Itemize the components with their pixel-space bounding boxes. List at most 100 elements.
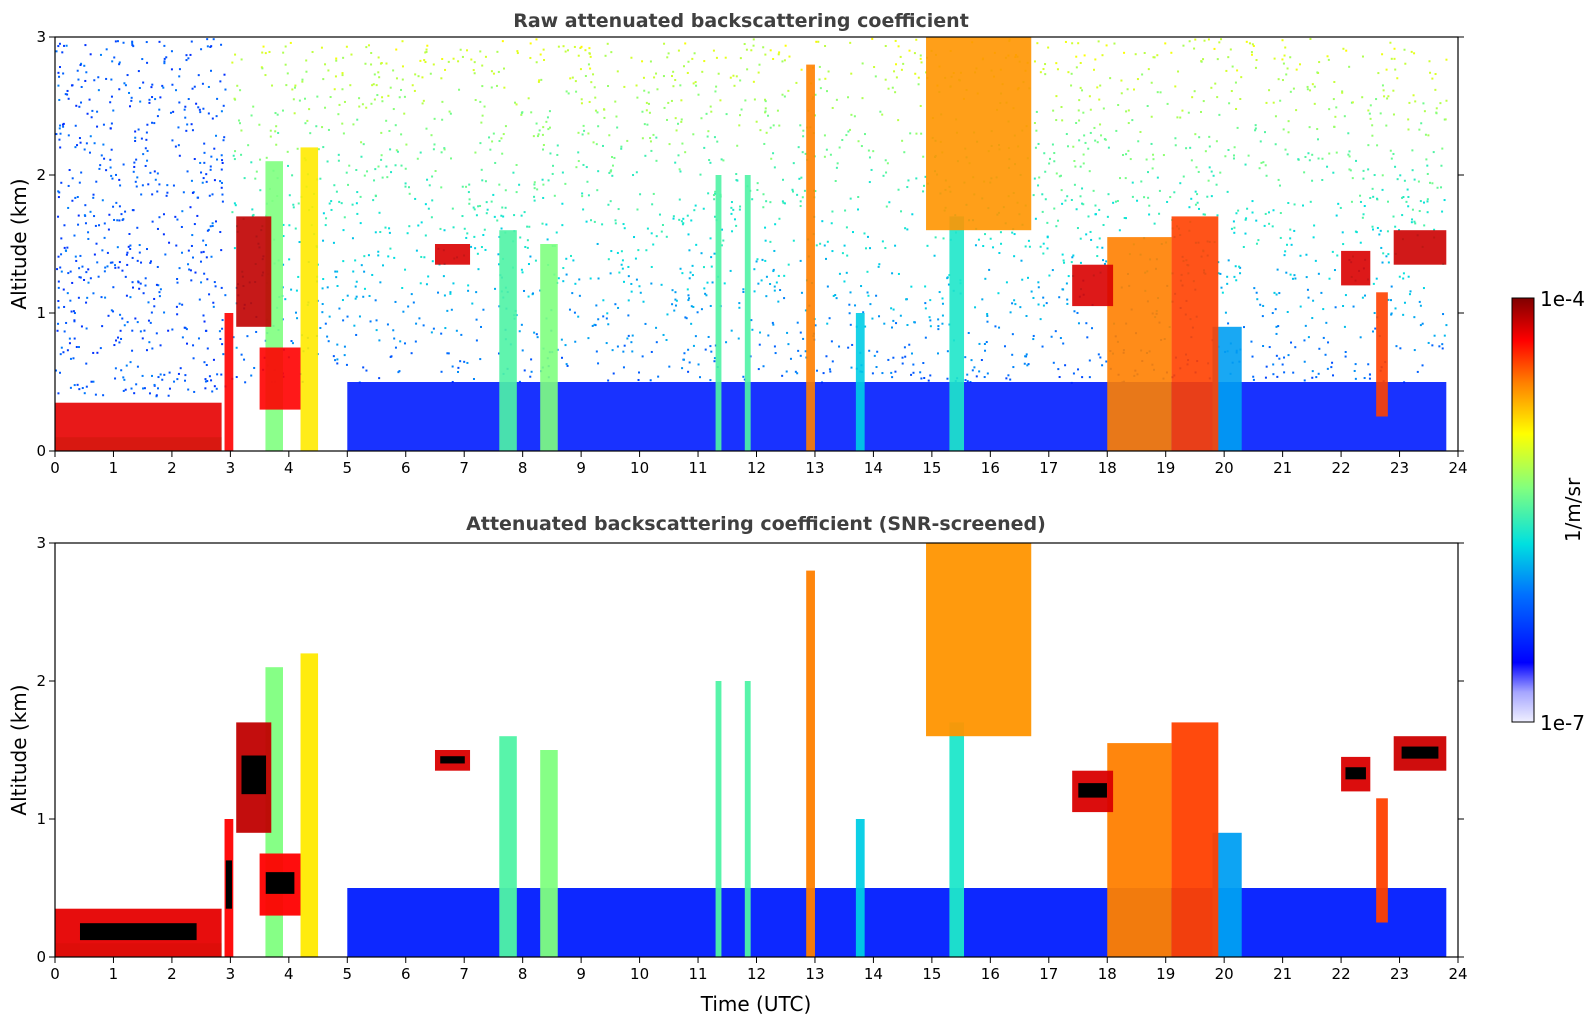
noise-pixel	[191, 129, 194, 132]
noise-pixel	[178, 267, 181, 270]
noise-pixel	[1131, 119, 1134, 122]
noise-pixel	[1038, 176, 1041, 179]
noise-pixel	[535, 61, 538, 64]
noise-pixel	[76, 69, 79, 72]
noise-pixel	[106, 265, 109, 268]
noise-pixel	[234, 53, 237, 56]
noise-pixel	[646, 227, 649, 230]
noise-pixel	[1276, 268, 1279, 271]
noise-pixel	[884, 45, 887, 48]
noise-pixel	[1182, 175, 1185, 178]
noise-pixel	[179, 367, 182, 370]
noise-pixel	[288, 224, 291, 227]
noise-pixel	[111, 60, 114, 63]
noise-pixel	[1027, 363, 1030, 366]
noise-pixel	[296, 147, 299, 150]
noise-pixel	[1057, 368, 1060, 371]
noise-pixel	[193, 223, 196, 226]
noise-pixel	[913, 52, 916, 55]
noise-pixel	[473, 208, 476, 211]
noise-pixel	[377, 71, 380, 74]
noise-pixel	[59, 146, 62, 149]
noise-pixel	[214, 220, 217, 223]
noise-pixel	[607, 203, 610, 206]
noise-pixel	[1062, 288, 1065, 291]
noise-pixel	[251, 208, 254, 211]
noise-pixel	[732, 208, 735, 211]
noise-pixel	[1148, 204, 1151, 207]
noise-pixel	[337, 159, 340, 162]
noise-pixel	[129, 248, 132, 251]
noise-pixel	[147, 183, 150, 186]
noise-pixel	[57, 71, 60, 74]
noise-pixel	[1215, 140, 1218, 143]
noise-pixel	[1243, 326, 1246, 329]
noise-pixel	[497, 352, 500, 355]
noise-pixel	[1368, 112, 1371, 115]
noise-pixel	[107, 314, 110, 317]
noise-pixel	[1407, 275, 1410, 278]
noise-pixel	[981, 298, 984, 301]
noise-pixel	[1251, 200, 1254, 203]
noise-pixel	[110, 95, 113, 98]
noise-pixel	[606, 42, 609, 45]
noise-pixel	[1032, 296, 1035, 299]
noise-pixel	[1252, 378, 1255, 381]
noise-pixel	[597, 277, 600, 280]
noise-pixel	[1283, 356, 1286, 359]
noise-pixel	[410, 352, 413, 355]
noise-pixel	[395, 48, 398, 51]
noise-pixel	[1064, 40, 1067, 43]
noise-pixel	[237, 119, 240, 122]
noise-pixel	[516, 50, 519, 53]
noise-pixel	[1067, 71, 1070, 74]
noise-pixel	[1202, 213, 1205, 216]
noise-pixel	[1425, 158, 1428, 161]
noise-pixel	[622, 350, 625, 353]
noise-pixel	[1394, 225, 1397, 228]
noise-pixel	[1109, 77, 1112, 80]
noise-pixel	[841, 138, 844, 141]
noise-pixel	[627, 334, 630, 337]
x-tick-label: 18	[1098, 459, 1117, 477]
noise-pixel	[1085, 233, 1088, 236]
noise-pixel	[1005, 377, 1008, 380]
noise-pixel	[1359, 200, 1362, 203]
noise-pixel	[189, 269, 192, 272]
noise-pixel	[148, 341, 151, 344]
noise-pixel	[65, 321, 68, 324]
noise-pixel	[86, 296, 89, 299]
backscatter-feature	[259, 347, 301, 410]
noise-pixel	[250, 161, 253, 164]
noise-pixel	[80, 62, 83, 65]
noise-pixel	[110, 148, 113, 151]
noise-pixel	[1442, 313, 1445, 316]
noise-pixel	[170, 68, 173, 71]
noise-pixel	[649, 379, 652, 382]
noise-pixel	[542, 48, 545, 51]
noise-pixel	[781, 60, 784, 63]
noise-pixel	[96, 351, 99, 354]
noise-pixel	[57, 322, 60, 325]
noise-pixel	[1277, 78, 1280, 81]
noise-pixel	[662, 75, 665, 78]
noise-pixel	[177, 126, 180, 129]
noise-pixel	[156, 172, 159, 175]
noise-pixel	[722, 239, 725, 242]
noise-pixel	[444, 327, 447, 330]
noise-pixel	[1426, 164, 1429, 167]
noise-pixel	[131, 44, 134, 47]
noise-pixel	[978, 370, 981, 373]
noise-pixel	[342, 132, 345, 135]
noise-pixel	[772, 152, 775, 155]
noise-pixel	[1218, 113, 1221, 116]
noise-pixel	[163, 62, 166, 65]
noise-pixel	[1279, 212, 1282, 215]
noise-pixel	[221, 193, 224, 196]
noise-pixel	[1333, 80, 1336, 83]
noise-pixel	[67, 206, 70, 209]
noise-pixel	[92, 196, 95, 199]
noise-pixel	[772, 268, 775, 271]
backscatter-feature	[744, 681, 751, 957]
noise-pixel	[694, 81, 697, 84]
